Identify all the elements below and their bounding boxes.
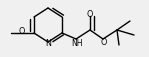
Text: NH: NH — [71, 38, 83, 47]
Text: O: O — [101, 37, 107, 46]
Text: N: N — [45, 38, 51, 47]
Text: O: O — [87, 10, 93, 19]
Text: O: O — [19, 27, 25, 36]
